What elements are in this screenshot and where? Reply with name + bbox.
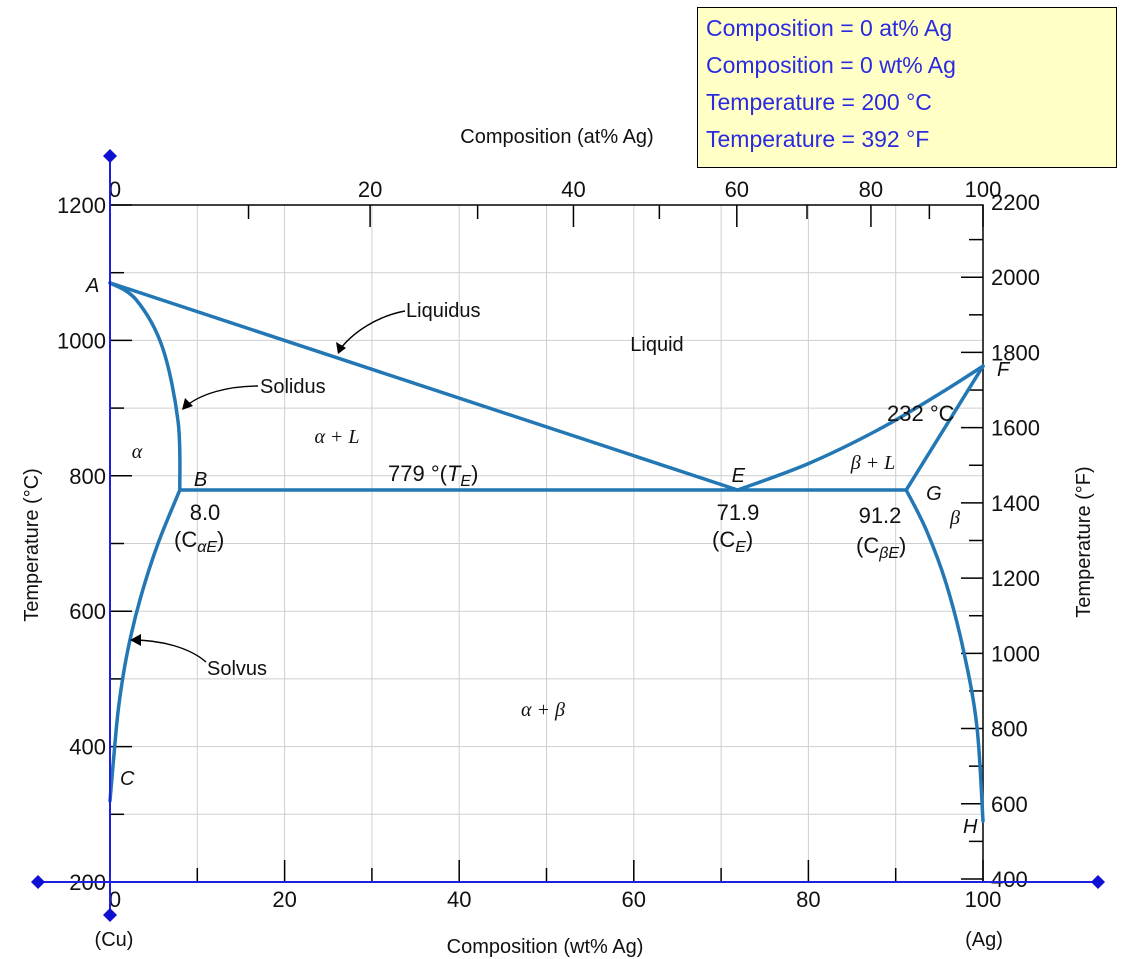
solidus-arrow	[183, 385, 259, 409]
cursor-handle-right[interactable]	[1091, 875, 1105, 889]
x-tick-label: 40	[447, 887, 471, 912]
cursor[interactable]	[31, 149, 1105, 922]
y-tick-label: 600	[69, 599, 106, 624]
solvus-arrowhead	[130, 634, 141, 646]
point-h: H	[963, 816, 978, 838]
point-f: F	[997, 359, 1011, 381]
y-right-tick-label: 1800	[991, 340, 1040, 365]
curve-solvus-alpha	[108, 488, 182, 803]
x-axis-title: Composition (wt% Ag)	[447, 936, 644, 958]
label-solvus: Solvus	[207, 658, 267, 680]
point-a: A	[85, 275, 99, 297]
cursor-handle-bottom[interactable]	[103, 908, 117, 922]
comp-alpha-value: 8.0	[190, 500, 221, 525]
liquidus-arrowhead	[336, 342, 346, 354]
y-right-tick-label: 600	[991, 792, 1028, 817]
y-tick-label: 800	[69, 464, 106, 489]
cursor-handle-top[interactable]	[103, 149, 117, 163]
x-top-tick-label: 0	[109, 177, 121, 202]
eutectic-temperature: 779 °(TE)	[388, 461, 478, 490]
region-beta: β	[949, 507, 960, 529]
cursor-handle-left[interactable]	[31, 875, 45, 889]
x-top-tick-label: 40	[561, 177, 585, 202]
x-top-tick-label: 20	[358, 177, 382, 202]
x-top-tick-label: 60	[725, 177, 749, 202]
y-right-tick-label: 1400	[991, 491, 1040, 516]
y-right-tick-label: 1000	[991, 641, 1040, 666]
comp-beta-value: 91.2	[859, 503, 902, 528]
readout-temp-c: Temperature = 200 °C	[706, 89, 932, 115]
phase-boundaries	[108, 281, 985, 823]
curve-solvus-beta	[904, 488, 985, 823]
y-axis-title: Temperature (°C)	[21, 468, 43, 622]
y-axis-title-right: Temperature (°F)	[1073, 466, 1095, 617]
x-axis-title-top: Composition (at% Ag)	[460, 126, 653, 148]
invariant-points: A B C E F G H	[85, 275, 1011, 838]
curve-solidus-beta	[904, 364, 985, 492]
label-liquidus: Liquidus	[406, 300, 481, 322]
comp-e-value: 71.9	[717, 500, 760, 525]
ag-label: (Ag)	[965, 929, 1003, 951]
temperature-232: 232 °C	[887, 401, 955, 426]
solidus-arrowhead	[182, 398, 193, 410]
x-tick-label: 80	[796, 887, 820, 912]
readout-panel: Composition = 0 at% Ag Composition = 0 w…	[697, 7, 1117, 168]
curve-liquidus-ag-side	[735, 364, 985, 492]
readout-wt-pct: Composition = 0 wt% Ag	[706, 52, 956, 78]
region-alpha-liquid: α + L	[314, 426, 359, 448]
region-alpha: α	[132, 441, 143, 463]
x-top-tick-label: 80	[859, 177, 883, 202]
x-tick-label: 60	[622, 887, 646, 912]
x-tick-label: 20	[272, 887, 296, 912]
y-right-tick-label: 2000	[991, 265, 1040, 290]
region-alpha-beta: α + β	[521, 699, 565, 721]
comp-e-symbol: (CE)	[712, 527, 753, 556]
grid	[109, 204, 984, 883]
y-right-tick-label: 2200	[991, 190, 1040, 215]
x-tick-label: 0	[109, 887, 121, 912]
point-e: E	[732, 465, 746, 487]
solvus-arrow	[131, 639, 207, 663]
curve-solidus-alpha	[108, 281, 182, 492]
cu-label: (Cu)	[95, 929, 134, 951]
readout-at-pct: Composition = 0 at% Ag	[706, 15, 953, 41]
comp-alpha-symbol: (CαE)	[174, 527, 224, 556]
y-tick-label: 1000	[57, 328, 106, 353]
y-right-tick-label: 1200	[991, 566, 1040, 591]
readout-temp-f: Temperature = 392 °F	[706, 126, 930, 152]
curve-liquidus-cu-side	[108, 281, 740, 492]
ticks: 0 20 40 60 80 1000 20 40 60 80 1002004006008001000…	[57, 177, 1040, 912]
y-right-tick-label: 800	[991, 717, 1028, 742]
x-tick-label: 100	[965, 887, 1002, 912]
point-g: G	[926, 483, 942, 505]
point-b: B	[194, 469, 207, 491]
region-liquid: Liquid	[630, 334, 683, 356]
comp-beta-symbol: (CβE)	[856, 533, 906, 562]
y-right-tick-label: 400	[991, 867, 1028, 892]
y-tick-label: 400	[69, 735, 106, 760]
point-c: C	[120, 768, 135, 790]
region-beta-liquid: β + L	[850, 452, 896, 474]
x-top-tick-label: 100	[965, 177, 1002, 202]
y-right-tick-label: 1600	[991, 416, 1040, 441]
label-solidus: Solidus	[260, 376, 326, 398]
y-tick-label: 1200	[57, 193, 106, 218]
